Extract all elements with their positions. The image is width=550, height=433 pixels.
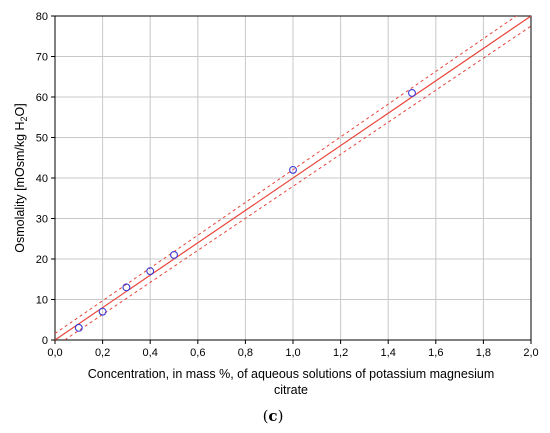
y-tick-label: 0 bbox=[42, 335, 48, 347]
x-tick-label: 1,8 bbox=[476, 347, 491, 359]
confidence-upper-line bbox=[55, 16, 518, 334]
data-point bbox=[146, 267, 155, 276]
x-tick-label: 0,8 bbox=[238, 347, 253, 359]
x-axis-title-line2: citrate bbox=[274, 383, 308, 397]
x-tick-label: 0,0 bbox=[47, 347, 62, 359]
x-tick-label: 1,0 bbox=[285, 347, 300, 359]
x-tick-label: 0,6 bbox=[190, 347, 205, 359]
y-axis-title-suffix: O] bbox=[13, 103, 27, 116]
data-point bbox=[289, 165, 297, 174]
x-tick-label: 1,6 bbox=[428, 347, 443, 359]
regression-line bbox=[55, 16, 531, 340]
x-tick-label: 0,2 bbox=[95, 347, 110, 359]
data-point bbox=[74, 323, 83, 332]
panel-label-open: ( bbox=[263, 407, 269, 425]
plot-area: 0,0 0,2 0,4 0,6 0,8 1,0 1,2 1,4 1,6 1,8 2,0 0 10 20 30… bbox=[36, 11, 539, 359]
fit-lines-group bbox=[55, 16, 531, 340]
y-tick-label: 10 bbox=[36, 295, 48, 307]
y-tick-label: 50 bbox=[36, 133, 48, 145]
data-point bbox=[122, 283, 131, 292]
panel-label: (c) bbox=[263, 407, 284, 425]
x-tick-label: 1,2 bbox=[333, 347, 348, 359]
panel-label-letter: c bbox=[268, 407, 277, 425]
data-point bbox=[170, 251, 178, 259]
x-tick-label: 2,0 bbox=[523, 347, 538, 359]
panel-label-close: ) bbox=[278, 407, 284, 425]
x-axis-title-line1: Concentration, in mass %, of aqueous sol… bbox=[88, 367, 494, 381]
x-tick-label: 1,4 bbox=[381, 347, 396, 359]
y-tick-label: 20 bbox=[36, 254, 48, 266]
y-axis-title-subscript: 2 bbox=[19, 116, 29, 121]
data-point bbox=[408, 88, 416, 97]
y-tick-label: 60 bbox=[36, 92, 48, 104]
y-tick-label: 40 bbox=[36, 173, 48, 185]
y-tick-label: 30 bbox=[36, 214, 48, 226]
y-axis-title: Osmolality [mOsm/kg H2O] bbox=[13, 103, 29, 252]
y-tick-label: 80 bbox=[36, 11, 48, 23]
y-axis-title-main: Osmolality [mOsm/kg H bbox=[13, 121, 27, 252]
x-tick-label: 0,4 bbox=[143, 347, 158, 359]
y-tick-label: 70 bbox=[36, 52, 48, 64]
data-point bbox=[98, 307, 107, 316]
